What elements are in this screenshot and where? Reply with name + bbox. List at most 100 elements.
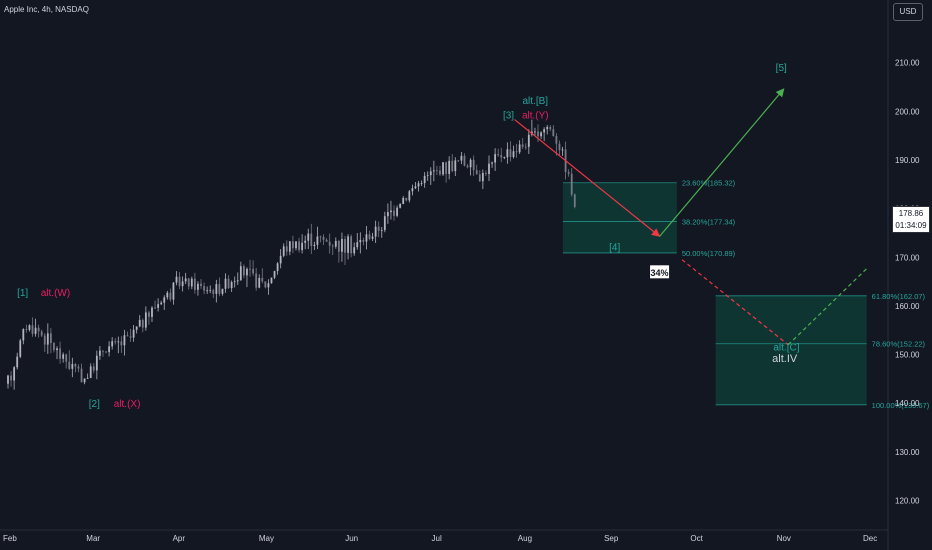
candle-body [393, 210, 395, 216]
candle-body [537, 131, 539, 137]
candle-body [570, 173, 573, 195]
candle-body [463, 155, 466, 166]
candle-body [341, 239, 343, 252]
candle-body [264, 281, 267, 288]
wave-label: [2] [89, 399, 100, 410]
candle-body [417, 183, 420, 187]
candle-body [390, 210, 392, 213]
last-price-tag: 178.86 01:34:09 [892, 206, 930, 233]
candle-body [224, 278, 227, 289]
candle-body [25, 329, 28, 330]
time-axis: Feb Mar Apr May Jun Jul Aug Sep Oct Nov Dec [3, 534, 877, 543]
candle-body [512, 151, 515, 157]
last-price: 178.86 [898, 209, 924, 218]
candle-body [353, 247, 356, 254]
currency-button[interactable]: USD [893, 3, 923, 21]
x-tick-label: Jun [345, 534, 358, 543]
candle-body [132, 329, 135, 338]
candle-body [411, 188, 414, 192]
candle-body [515, 151, 518, 153]
candle-body [65, 354, 68, 362]
candle-body [16, 356, 19, 368]
y-tick-label: 140.00 [895, 399, 920, 408]
candle-body [95, 355, 98, 371]
candle-body [500, 155, 503, 158]
candle-body [77, 366, 80, 369]
candle-body [365, 234, 368, 242]
candle-body [154, 307, 156, 309]
y-tick-label: 170.00 [895, 253, 920, 262]
candle-body [28, 325, 31, 330]
candle-body [117, 341, 120, 343]
candle-body [187, 278, 190, 287]
chart-title: Apple Inc, 4h, NASDAQ [4, 5, 89, 14]
candle-body [377, 226, 380, 231]
wave-label: [3] [503, 111, 514, 122]
candle-body [466, 165, 469, 168]
wave-label: alt.IV [772, 353, 798, 365]
x-tick-label: Jul [432, 534, 442, 543]
candle-body [325, 239, 328, 242]
candle-body [62, 354, 65, 359]
candle-body [141, 319, 144, 328]
candle-body [356, 242, 359, 248]
candle-body [374, 226, 377, 237]
candle-body [59, 348, 61, 359]
candle-body [10, 375, 12, 381]
candle-body [282, 246, 285, 256]
candle-body [193, 278, 196, 290]
candle-body [46, 333, 49, 345]
candle-body [267, 283, 270, 288]
y-tick-label: 210.00 [895, 59, 920, 68]
wave-label: alt.[B] [523, 96, 549, 107]
fib-level-label: 100.00%(139.67) [872, 401, 930, 410]
candle-body [157, 304, 160, 308]
candle-body [567, 172, 570, 174]
candle-body [83, 378, 86, 383]
fib-zones: 23.60%(185.32) 38.20%(177.34) 50.00%(170.8… [562, 179, 930, 410]
wave-label: [1] [17, 288, 28, 299]
candle-body [546, 126, 549, 130]
candle-body [316, 236, 319, 245]
candle-body [380, 230, 383, 231]
candle-body [420, 183, 423, 184]
candle-body [252, 268, 254, 274]
candle-body [322, 236, 325, 240]
candle-body [123, 335, 126, 346]
candle-body [362, 240, 365, 242]
candle-body [129, 336, 132, 338]
candle-body [445, 162, 448, 174]
candle-body [243, 266, 245, 276]
candle-body [37, 327, 40, 332]
candle-body [503, 157, 506, 158]
fib-zone-lower [715, 295, 867, 405]
y-tick-label: 150.00 [895, 351, 920, 360]
candle-body [71, 363, 74, 369]
candle-body [209, 290, 212, 292]
candle-body [475, 170, 478, 175]
candle-body [178, 276, 181, 287]
candle-body [552, 129, 555, 136]
candle-body [506, 149, 509, 158]
candle-body [40, 331, 43, 336]
candle-body [86, 377, 89, 379]
wave-projections [514, 88, 869, 346]
candle-body [371, 236, 374, 239]
candle-body [200, 283, 202, 287]
candle-body [481, 172, 484, 182]
candle-body [485, 172, 487, 174]
x-tick-label: Apr [173, 534, 186, 543]
candle-body [344, 239, 346, 253]
candle-body [549, 126, 552, 130]
candle-body [408, 191, 411, 201]
bar-countdown: 01:34:09 [895, 221, 927, 230]
candle-body [197, 283, 199, 290]
candle-body [184, 278, 187, 282]
candle-body [527, 134, 530, 147]
candle-body [350, 236, 353, 254]
candle-body [138, 319, 141, 327]
candle-body [396, 207, 398, 216]
candle-body [432, 170, 435, 172]
